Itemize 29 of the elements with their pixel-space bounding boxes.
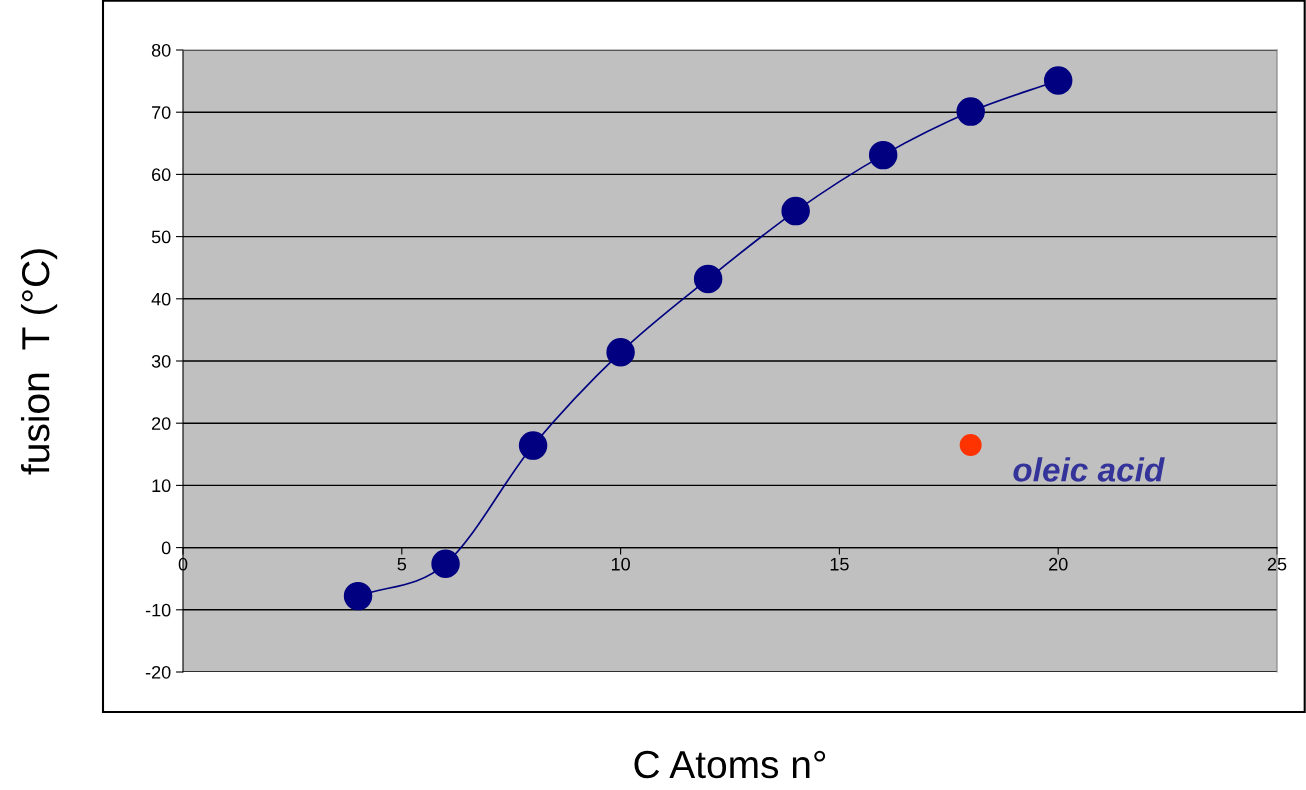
x-tick-label: 20: [1049, 557, 1068, 571]
point: [868, 140, 898, 170]
y-tick-label: 70: [152, 106, 171, 119]
y-tick-label: -10: [145, 603, 171, 617]
y-axis-title: fusion T (°C): [20, 249, 58, 475]
y-tick-label: 50: [151, 230, 171, 244]
x-tick-label: 25: [1267, 557, 1287, 571]
x-tick-label: 5: [397, 557, 407, 571]
point: [431, 549, 460, 579]
point: [959, 433, 982, 456]
y-tick-label: 80: [151, 43, 171, 57]
point: [606, 338, 635, 367]
point: [1043, 66, 1073, 95]
y-tick-label: 0: [161, 541, 171, 555]
y-tick-label: 40: [151, 292, 171, 306]
x-tick-label: 10: [611, 557, 630, 571]
x-axis-title: C Atoms n°: [634, 750, 826, 779]
point: [781, 196, 810, 226]
point: [518, 431, 548, 460]
y-tick-label: 60: [152, 168, 171, 182]
point: [956, 97, 985, 126]
y-tick-label: 20: [152, 417, 171, 430]
point: [343, 581, 373, 611]
point: [693, 264, 723, 294]
x-tick-label: 15: [830, 557, 849, 571]
series-label: oleic acid: [1013, 457, 1165, 482]
y-tick-label: 10: [152, 479, 171, 493]
y-tick-label: 30: [151, 354, 171, 368]
y-tick-label: -20: [145, 665, 171, 679]
